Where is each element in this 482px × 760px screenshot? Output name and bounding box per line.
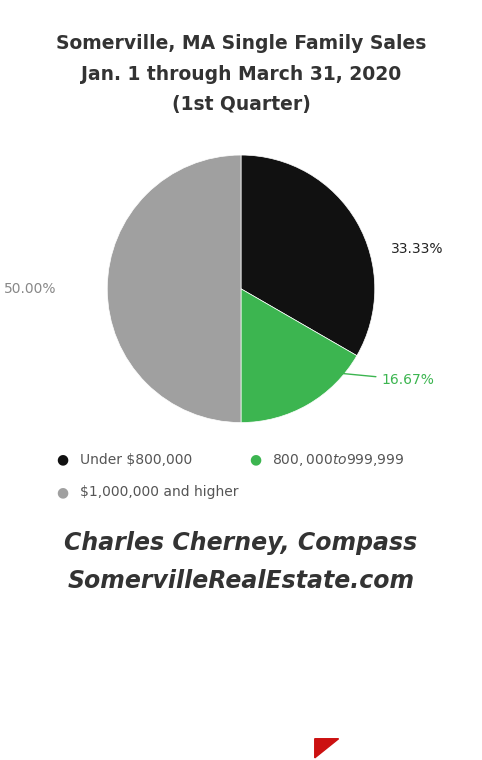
Text: 16.67%: 16.67% bbox=[327, 372, 434, 387]
Text: Somerville, MA Single Family Sales: Somerville, MA Single Family Sales bbox=[56, 34, 426, 53]
Text: (1st Quarter): (1st Quarter) bbox=[172, 95, 310, 114]
Text: ●: ● bbox=[56, 486, 69, 499]
Text: ●: ● bbox=[56, 453, 69, 467]
Wedge shape bbox=[107, 155, 241, 423]
Text: infogram: infogram bbox=[351, 701, 422, 716]
Text: $800,000 to $999,999: $800,000 to $999,999 bbox=[272, 451, 405, 468]
Polygon shape bbox=[315, 739, 338, 758]
Text: Charles Cherney, Compass: Charles Cherney, Compass bbox=[65, 531, 417, 556]
Wedge shape bbox=[241, 289, 357, 423]
Text: 50.00%: 50.00% bbox=[4, 282, 56, 296]
Text: Jan. 1 through March 31, 2020: Jan. 1 through March 31, 2020 bbox=[81, 65, 401, 84]
Text: SomervilleRealEstate.com: SomervilleRealEstate.com bbox=[67, 569, 415, 594]
Wedge shape bbox=[241, 155, 375, 356]
Text: $1,000,000 and higher: $1,000,000 and higher bbox=[80, 486, 238, 499]
Text: ●: ● bbox=[249, 453, 262, 467]
Text: 33.33%: 33.33% bbox=[391, 242, 443, 255]
Text: Under $800,000: Under $800,000 bbox=[80, 453, 192, 467]
